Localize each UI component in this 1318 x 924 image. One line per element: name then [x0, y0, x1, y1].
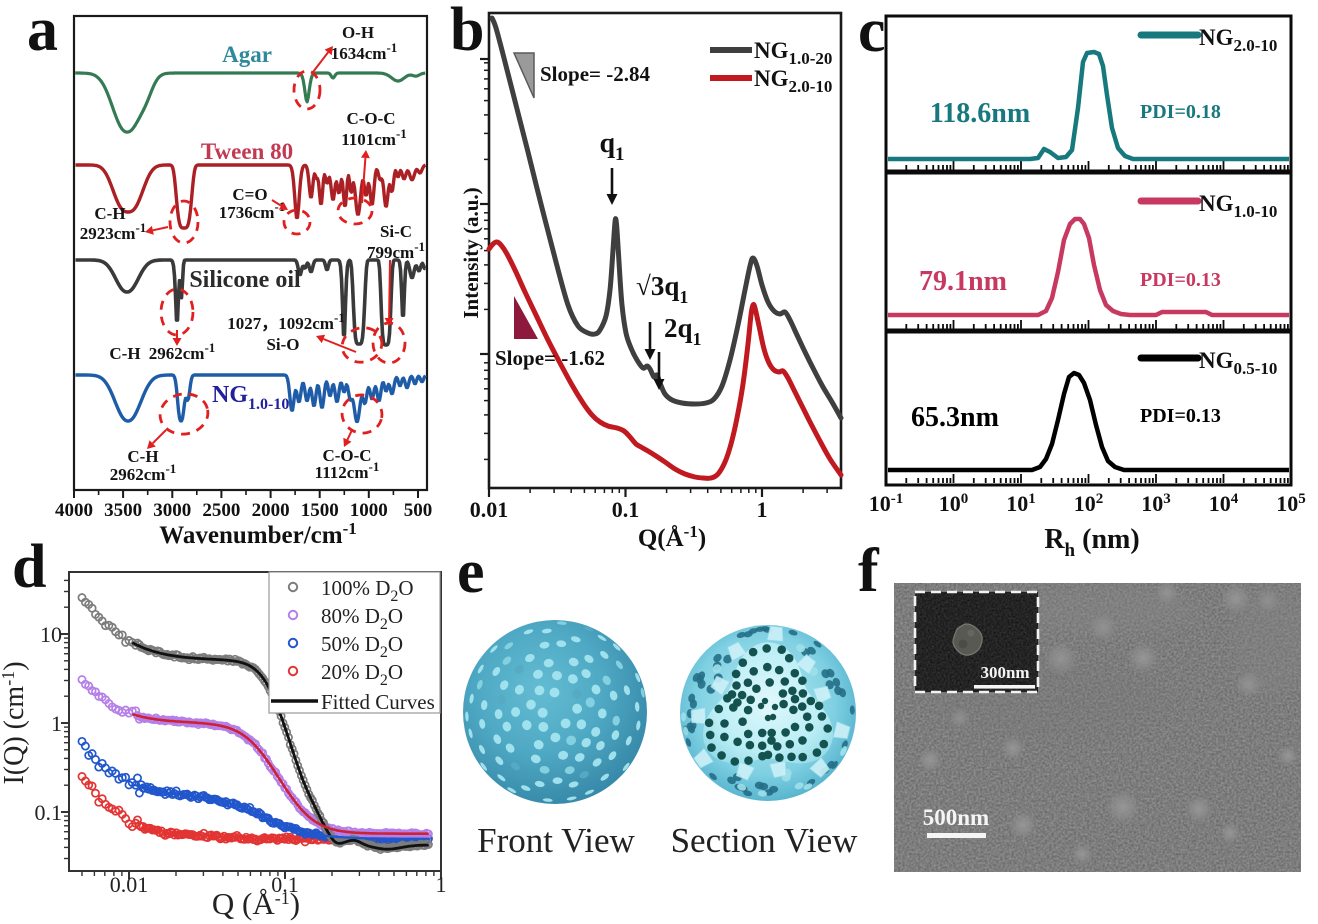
svg-text:2000: 2000 — [252, 500, 290, 521]
svg-text:C=O: C=O — [232, 185, 267, 204]
svg-text:799cm-1: 799cm-1 — [367, 239, 425, 262]
svg-text:d: d — [12, 533, 46, 601]
svg-text:C-O-C: C-O-C — [346, 109, 395, 128]
svg-text:2923cm-1: 2923cm-1 — [80, 220, 147, 243]
svg-text:Agar: Agar — [222, 42, 272, 67]
svg-text:3000: 3000 — [153, 500, 191, 521]
svg-text:100: 100 — [939, 491, 969, 516]
svg-text:2962cm-1: 2962cm-1 — [149, 340, 216, 363]
svg-text:1500: 1500 — [301, 500, 339, 521]
svg-text:1112cm-1: 1112cm-1 — [315, 459, 380, 482]
svg-text:1027，1092cm-1: 1027，1092cm-1 — [227, 310, 345, 333]
svg-text:2500: 2500 — [202, 500, 240, 521]
svg-text:C-H: C-H — [109, 344, 140, 363]
svg-text:Rh (nm): Rh (nm) — [1044, 524, 1139, 561]
svg-text:300nm: 300nm — [980, 663, 1029, 682]
svg-text:c: c — [858, 0, 886, 65]
svg-text:1000: 1000 — [350, 500, 388, 521]
svg-text:2962cm-1: 2962cm-1 — [110, 461, 177, 484]
svg-text:65.3nm: 65.3nm — [911, 402, 999, 433]
svg-text:NG1.0-10: NG1.0-10 — [212, 382, 289, 413]
svg-text:0.1: 0.1 — [35, 800, 63, 825]
svg-text:PDI=0.18: PDI=0.18 — [1140, 101, 1221, 123]
svg-text:f: f — [858, 537, 880, 605]
svg-text:101: 101 — [1006, 491, 1036, 516]
svg-text:105: 105 — [1276, 491, 1306, 516]
svg-text:Si-C: Si-C — [380, 222, 412, 241]
svg-text:1: 1 — [51, 711, 62, 736]
svg-text:3500: 3500 — [104, 500, 142, 521]
svg-text:q1: q1 — [599, 128, 624, 165]
svg-text:C-H: C-H — [94, 204, 125, 223]
svg-text:1: 1 — [757, 497, 768, 522]
svg-text:1736cm-1: 1736cm-1 — [219, 199, 286, 222]
svg-text:O-H: O-H — [342, 23, 374, 42]
svg-text:0.01: 0.01 — [110, 872, 149, 897]
svg-text:Fitted Curves: Fitted Curves — [321, 690, 435, 714]
svg-text:500nm: 500nm — [923, 805, 989, 830]
svg-text:Silicone oil: Silicone oil — [189, 267, 301, 293]
svg-text:a: a — [27, 0, 58, 64]
svg-text:e: e — [457, 538, 485, 606]
svg-text:118.6nm: 118.6nm — [930, 98, 1030, 129]
svg-text:NG0.5-10: NG0.5-10 — [1199, 348, 1277, 378]
svg-text:b: b — [450, 0, 484, 64]
svg-text:Slope= -1.62: Slope= -1.62 — [495, 346, 605, 370]
svg-text:102: 102 — [1074, 491, 1104, 516]
svg-text:Section View: Section View — [671, 821, 859, 860]
svg-text:103: 103 — [1141, 491, 1171, 516]
svg-text:NG2.0-10: NG2.0-10 — [754, 66, 832, 96]
svg-text:C-H: C-H — [127, 447, 158, 466]
svg-text:1634cm-1: 1634cm-1 — [331, 40, 398, 63]
svg-text:I(Q) (cm-1): I(Q) (cm-1) — [0, 661, 30, 784]
svg-text:10: 10 — [40, 622, 62, 647]
svg-text:Q(Å-1): Q(Å-1) — [638, 522, 706, 552]
svg-text:Q (Å-1): Q (Å-1) — [212, 886, 300, 921]
svg-text:Wavenumber/cm-1: Wavenumber/cm-1 — [159, 519, 357, 549]
svg-text:Slope= -2.84: Slope= -2.84 — [540, 62, 650, 86]
svg-text:PDI=0.13: PDI=0.13 — [1140, 269, 1221, 291]
svg-text:104: 104 — [1209, 491, 1239, 516]
svg-text:Intensity (a.u.): Intensity (a.u.) — [459, 187, 483, 318]
svg-text:C-O-C: C-O-C — [322, 446, 371, 465]
svg-text:Si-O: Si-O — [266, 335, 299, 354]
svg-text:1: 1 — [436, 872, 447, 897]
svg-text:Front View: Front View — [477, 821, 635, 860]
svg-text:√3q1: √3q1 — [636, 271, 688, 307]
svg-text:0.1: 0.1 — [271, 872, 299, 897]
svg-text:79.1nm: 79.1nm — [919, 266, 1007, 297]
svg-text:PDI=0.13: PDI=0.13 — [1140, 405, 1221, 427]
svg-text:2q1: 2q1 — [664, 313, 702, 349]
svg-text:1101cm-1: 1101cm-1 — [341, 126, 407, 149]
svg-text:NG1.0-20: NG1.0-20 — [754, 38, 832, 68]
svg-text:0.1: 0.1 — [612, 497, 640, 522]
svg-text:4000: 4000 — [55, 500, 93, 521]
svg-text:0.01: 0.01 — [470, 497, 509, 522]
svg-text:Tween 80: Tween 80 — [201, 139, 293, 164]
svg-text:NG2.0-10: NG2.0-10 — [1199, 25, 1277, 55]
svg-text:NG1.0-10: NG1.0-10 — [1199, 191, 1277, 221]
svg-text:500: 500 — [404, 500, 433, 521]
svg-text:10-1: 10-1 — [869, 491, 904, 516]
